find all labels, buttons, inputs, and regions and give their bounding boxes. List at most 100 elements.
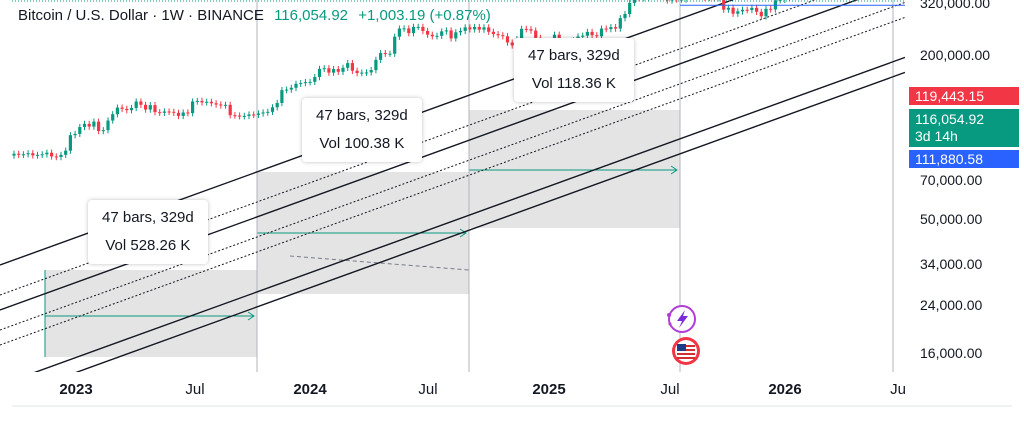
candle-body — [487, 27, 491, 32]
candle-body — [623, 14, 627, 19]
x-tick-label: 2024 — [293, 381, 327, 398]
candle-body — [618, 18, 622, 29]
candle-body — [332, 69, 336, 73]
candle-body — [214, 103, 218, 105]
candle-body — [534, 30, 538, 38]
price-tag-low: 111,880.58 — [909, 150, 1019, 168]
countdown-label: 3d 14h — [915, 128, 958, 144]
horizontal-levels — [12, 0, 905, 6]
candle-body — [299, 83, 303, 85]
candle-body — [78, 126, 82, 134]
candle-body — [313, 77, 317, 82]
lightning-logo-icon[interactable] — [667, 305, 696, 333]
candle-body — [40, 154, 44, 156]
y-tick-label: 50,000.00 — [920, 211, 982, 227]
candle-body — [106, 120, 110, 131]
candle-body — [223, 104, 228, 106]
channel-line-4 — [0, 16, 905, 346]
candle-body — [599, 28, 604, 37]
y-tick-label: 16,000.00 — [920, 345, 982, 361]
candle-body — [87, 123, 91, 127]
measure-arrowhead-2 — [459, 228, 467, 238]
candle-body — [585, 31, 589, 36]
annotation-volume-3: Vol 118.36 K — [531, 75, 616, 92]
candle-body — [294, 83, 298, 88]
candle-body — [45, 152, 49, 155]
candle-body — [379, 53, 383, 60]
annotation-bars-2: 47 bars, 329d — [316, 107, 408, 124]
candle-body — [82, 123, 87, 127]
candle-body — [191, 101, 195, 114]
candle-body — [430, 34, 434, 37]
measure-annotation-2[interactable]: 47 bars, 329d Vol 100.38 K — [302, 98, 422, 162]
channel-line-5 — [33, 56, 905, 372]
candle-body — [595, 35, 599, 37]
candle-body — [609, 27, 613, 30]
symbol-title[interactable]: Bitcoin / U.S. Dollar · 1W · BINANCE — [18, 7, 264, 24]
candle-body — [247, 114, 251, 116]
measure-arrowhead-1 — [247, 311, 255, 321]
y-tick-label: 34,000.00 — [920, 256, 982, 272]
y-tick-label: 70,000.00 — [920, 172, 982, 188]
candle-body — [186, 112, 190, 114]
candle-body — [162, 111, 166, 113]
current-price-label: 116,054.92 — [915, 111, 985, 127]
candle-body — [393, 36, 397, 54]
candle-body — [31, 153, 35, 156]
candle-body — [59, 154, 63, 157]
candle-body — [416, 26, 420, 28]
candle-body — [252, 114, 256, 116]
candle-body — [73, 133, 77, 136]
candle-body — [426, 30, 430, 35]
x-tick-label: 2023 — [59, 381, 92, 398]
candle-body — [524, 28, 528, 30]
candle-body — [341, 67, 345, 72]
candle-body — [731, 7, 735, 14]
candle-body — [778, 0, 782, 1]
candle-body — [745, 9, 749, 11]
candle-body — [129, 107, 134, 111]
measure-annotation-1[interactable]: 47 bars, 329d Vol 528.26 K — [88, 200, 208, 264]
candle-body — [50, 152, 54, 157]
candle-body — [581, 35, 585, 37]
header-price: 116,054.92 — [274, 7, 349, 24]
candle-body — [238, 115, 242, 117]
measure-annotation-3[interactable]: 47 bars, 329d Vol 118.36 K — [514, 38, 634, 102]
measure-box-3 — [469, 110, 680, 228]
candle-body — [209, 101, 213, 104]
measure-box-1 — [45, 270, 257, 357]
candle-body — [101, 130, 105, 132]
candle-body — [463, 27, 467, 31]
annotation-volume-2: Vol 100.38 K — [319, 135, 405, 152]
candle-body — [115, 107, 119, 115]
x-tick-label: Jul — [185, 381, 204, 398]
candle-body — [383, 53, 387, 55]
candle-body — [68, 135, 72, 151]
candle-body — [360, 72, 364, 74]
candle-body — [444, 30, 448, 32]
candle-body — [228, 104, 232, 116]
candle-body — [144, 104, 148, 110]
candle-body — [435, 35, 439, 37]
candle-body — [388, 53, 392, 55]
candle-body — [759, 11, 763, 17]
candle-body — [369, 70, 373, 73]
price-tag-high: 119,443.15 — [909, 87, 1019, 105]
channel-line-3 — [0, 1, 905, 331]
candle-body — [454, 32, 458, 39]
y-axis: 320,000.00 200,000.00 70,000.00 50,000.00 34… — [920, 0, 990, 361]
candle-body — [275, 102, 279, 108]
candle-body — [26, 153, 30, 155]
candle-body — [764, 8, 768, 17]
candle-body — [17, 153, 21, 155]
candle-body — [308, 81, 312, 83]
header-change: +1,003.19 (+0.87%) — [358, 7, 491, 24]
us-flag-icon[interactable] — [672, 337, 700, 365]
candle-body — [21, 154, 25, 156]
candle-body — [176, 112, 181, 116]
candle-body — [327, 68, 331, 73]
candle-body — [148, 105, 152, 110]
candle-body — [35, 154, 40, 156]
candle-body — [153, 105, 157, 113]
candle-body — [181, 112, 185, 116]
